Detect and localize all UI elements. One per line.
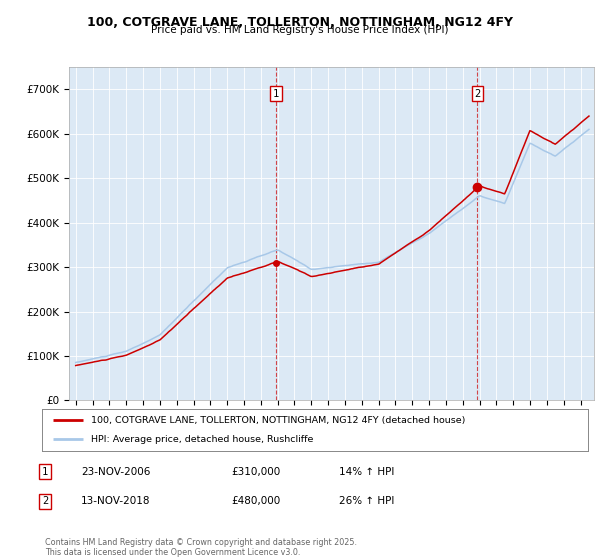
Text: 14% ↑ HPI: 14% ↑ HPI bbox=[339, 466, 394, 477]
Text: 1: 1 bbox=[42, 466, 48, 477]
Text: Contains HM Land Registry data © Crown copyright and database right 2025.
This d: Contains HM Land Registry data © Crown c… bbox=[45, 538, 357, 557]
Text: £480,000: £480,000 bbox=[231, 496, 280, 506]
Text: 23-NOV-2006: 23-NOV-2006 bbox=[81, 466, 151, 477]
Text: 1: 1 bbox=[273, 89, 279, 99]
Text: 2: 2 bbox=[42, 496, 48, 506]
Text: Price paid vs. HM Land Registry's House Price Index (HPI): Price paid vs. HM Land Registry's House … bbox=[151, 25, 449, 35]
Text: HPI: Average price, detached house, Rushcliffe: HPI: Average price, detached house, Rush… bbox=[91, 435, 314, 444]
Text: £310,000: £310,000 bbox=[231, 466, 280, 477]
Text: 26% ↑ HPI: 26% ↑ HPI bbox=[339, 496, 394, 506]
Text: 2: 2 bbox=[474, 89, 481, 99]
Text: 100, COTGRAVE LANE, TOLLERTON, NOTTINGHAM, NG12 4FY: 100, COTGRAVE LANE, TOLLERTON, NOTTINGHA… bbox=[87, 16, 513, 29]
Text: 100, COTGRAVE LANE, TOLLERTON, NOTTINGHAM, NG12 4FY (detached house): 100, COTGRAVE LANE, TOLLERTON, NOTTINGHA… bbox=[91, 416, 466, 424]
Text: 13-NOV-2018: 13-NOV-2018 bbox=[81, 496, 151, 506]
